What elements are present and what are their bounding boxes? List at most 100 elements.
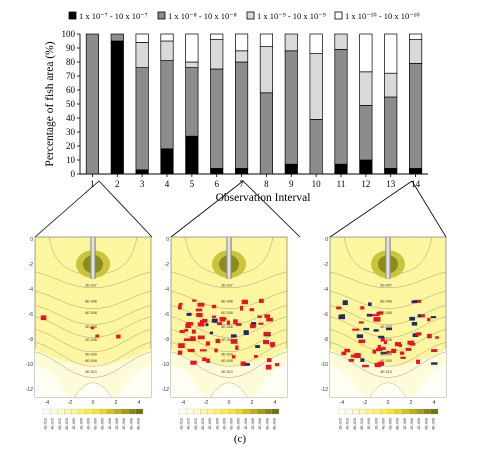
contour-panel: 2E-0078E-0086E-0084E-0082E-0089E-0096E-0… — [321, 236, 447, 430]
fish-marker — [215, 338, 221, 344]
colorbar-label: 6E-010 — [58, 418, 62, 430]
y-axis-title: Percentage of fish area (%) — [44, 41, 56, 166]
fish-marker — [342, 300, 348, 306]
colorbar-label: 8E-008 — [431, 418, 435, 430]
fish-marker — [377, 344, 381, 350]
colorbar-cell — [416, 408, 424, 415]
fish-marker — [243, 330, 249, 336]
colorbar-cell — [78, 408, 86, 415]
legend-swatch — [68, 11, 77, 20]
contour-label: 2E-008 — [380, 338, 392, 342]
legend-label: 1 x 10⁻⁷ - 10 x 10⁻⁷ — [79, 11, 148, 21]
contour-line — [34, 329, 152, 353]
colorbar-label: 4E-009 — [381, 418, 385, 430]
panel-x-tick: 2 — [410, 400, 413, 406]
panel-y-tick: -6 — [165, 312, 170, 318]
x-tick-label: 6 — [214, 179, 219, 189]
fish-marker — [179, 330, 185, 333]
lowest-concentration-zone — [210, 382, 248, 398]
colorbar-cell — [359, 408, 367, 415]
fish-marker — [383, 340, 388, 345]
fish-marker — [352, 328, 360, 331]
colorbar-cell — [71, 408, 79, 415]
bar-segment — [135, 33, 149, 43]
contour-label: 4E-010 — [221, 370, 233, 374]
colorbar-cell — [380, 408, 389, 415]
bar-segment — [259, 33, 273, 47]
colorbar-label: 6E-009 — [94, 418, 98, 430]
fish-marker — [95, 334, 100, 338]
panel-y-tick: -6 — [29, 312, 34, 318]
contour-label: 6E-008 — [85, 311, 97, 315]
colorbar-cell — [337, 408, 346, 415]
panel-y-tick: 0 — [30, 237, 33, 243]
x-tick-label: 13 — [386, 179, 396, 189]
colorbar-label: 8E-009 — [237, 418, 241, 430]
bar-segment — [309, 53, 323, 120]
fish-marker — [197, 322, 205, 327]
colorbar-cell — [214, 408, 222, 415]
colorbar-label: 6E-008 — [129, 418, 133, 430]
contour-line — [329, 290, 447, 309]
bar-segment — [185, 61, 199, 68]
colorbar: 2E-010 4E-010 6E-010 8E-010 1E-009 2E-009 4E-0… — [337, 408, 439, 430]
fish-marker — [211, 304, 217, 309]
fish-marker — [240, 361, 246, 366]
fish-marker — [258, 298, 264, 303]
fish-marker — [394, 342, 402, 347]
colorbar-label: 8E-008 — [272, 418, 276, 430]
bar-segment — [309, 119, 323, 175]
panel-y-tick: -2 — [165, 262, 170, 268]
colorbar-cell — [228, 408, 237, 415]
fish-markers — [40, 315, 121, 339]
panel-x-tick: 0 — [92, 400, 95, 406]
fish-marker — [211, 315, 217, 318]
fish-marker — [90, 326, 95, 330]
fish-marker — [178, 304, 182, 310]
colorbar-label: 6E-010 — [353, 418, 357, 430]
colorbar-label: 2E-008 — [410, 418, 414, 430]
legend-swatch — [246, 11, 255, 20]
panel-x-tick: -2 — [68, 400, 73, 406]
colorbar-cell — [64, 408, 72, 415]
panel-y-tick: -8 — [324, 337, 329, 343]
bar-segment — [359, 71, 373, 106]
fish-marker — [431, 349, 438, 352]
panel-y-tick: -10 — [162, 362, 169, 368]
bar-segment — [160, 148, 174, 175]
fish-marker — [380, 337, 385, 342]
colorbar-cell — [92, 408, 101, 415]
injection-rod — [226, 236, 232, 279]
contour-line — [329, 351, 447, 378]
bar-segment — [359, 33, 373, 73]
fish-marker — [197, 302, 205, 307]
contour-line — [329, 305, 447, 325]
fish-marker — [356, 334, 364, 339]
fish-marker — [230, 339, 238, 344]
colorbar-cell — [178, 408, 187, 415]
bar-segment — [259, 46, 273, 94]
colorbar-cell — [221, 408, 230, 415]
colorbar-label: 8E-009 — [101, 418, 105, 430]
colorbar-label: 1E-009 — [208, 418, 212, 430]
bar-segment — [259, 92, 273, 175]
y-tick-label: 70 — [66, 71, 76, 81]
panel-x-tick: -2 — [204, 400, 209, 406]
bar-segment — [135, 42, 149, 68]
colorbar-cell — [250, 408, 258, 415]
bar-segment — [384, 96, 398, 169]
fish-marker — [400, 356, 406, 359]
fish-marker — [336, 306, 342, 310]
x-axis-title: Observation Interval — [216, 192, 311, 204]
contour-panel: 2E-0078E-0086E-0084E-0082E-0089E-0096E-0… — [26, 236, 152, 430]
colorbar-cell — [395, 408, 403, 415]
colorbar-label: 4E-008 — [122, 418, 126, 430]
interval-connectors — [34, 180, 447, 238]
panel-y-tick: -4 — [324, 287, 329, 293]
contour-line — [329, 271, 447, 289]
contour-label: 8E-008 — [380, 300, 392, 304]
panel-x-tick: 4 — [433, 400, 436, 406]
fish-markers — [336, 299, 439, 368]
bar-segment — [185, 135, 199, 175]
